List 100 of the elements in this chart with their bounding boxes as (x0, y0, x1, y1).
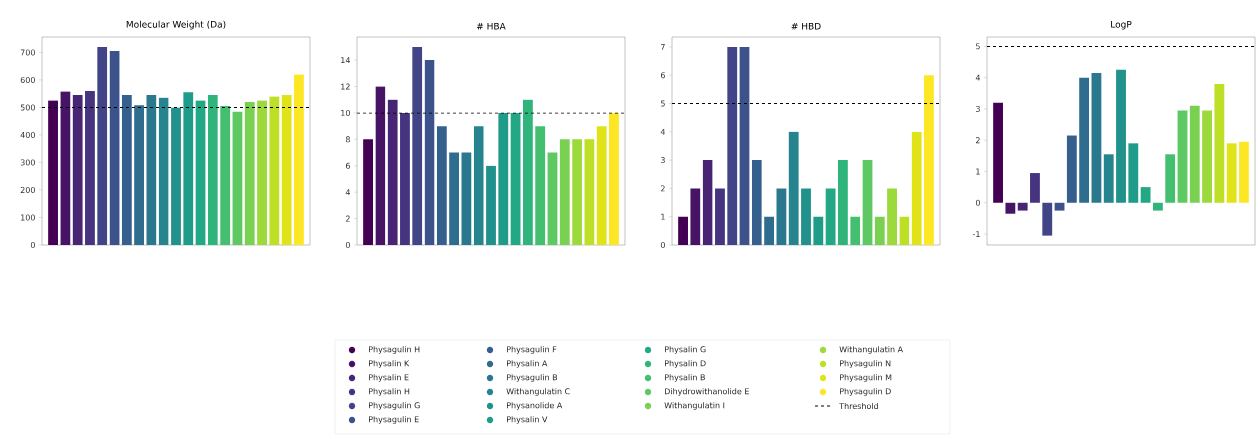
bar (121, 95, 132, 245)
bar (244, 101, 255, 245)
legend-label: Physalin K (368, 360, 410, 368)
chart-title: # HBD (791, 22, 821, 30)
bar (232, 111, 243, 245)
bar (146, 95, 157, 245)
bar (1214, 83, 1225, 203)
y-tick-label: 4 (975, 74, 981, 81)
bar (1017, 202, 1028, 211)
bar (281, 95, 292, 245)
legend-label: Physagulin M (840, 374, 892, 382)
bar (899, 216, 910, 245)
legend-label: Physalin B (664, 374, 705, 382)
bar (751, 160, 762, 245)
bar (1079, 77, 1090, 203)
legend-label: Physalin D (664, 360, 706, 368)
bar (678, 216, 688, 245)
legend-label: Physalin H (368, 388, 410, 396)
bar (60, 91, 71, 245)
legend-label: Physagulin F (506, 346, 557, 354)
bar (85, 90, 95, 245)
legend-label: Physalin A (506, 360, 548, 368)
bar (1128, 143, 1139, 203)
y-tick-label: 0 (345, 241, 350, 249)
bar (801, 188, 811, 245)
bar (727, 46, 738, 245)
bar (993, 102, 1003, 203)
bar (1005, 202, 1016, 214)
bar (1202, 110, 1212, 203)
bar (1152, 202, 1163, 211)
bar (220, 106, 231, 245)
legend-label: Physalin G (664, 346, 706, 354)
bar (887, 188, 897, 245)
y-tick-label: 600 (20, 76, 35, 83)
bar (874, 216, 885, 245)
y-tick-label: 0 (30, 241, 35, 249)
legend-label: Dihydrowithanolide E (664, 388, 749, 396)
bar (1116, 69, 1126, 203)
bar (72, 95, 83, 245)
bar (109, 51, 120, 245)
bar (134, 105, 145, 245)
bar (1030, 173, 1040, 203)
bar (739, 46, 750, 245)
chart-title: # HBA (476, 22, 506, 30)
y-tick-label: 400 (20, 131, 35, 138)
bar (1165, 154, 1176, 203)
bar (825, 188, 836, 245)
bar (257, 100, 267, 245)
bar (1091, 72, 1102, 203)
y-tick-label: 200 (20, 186, 35, 193)
bar (850, 216, 861, 245)
y-tick-label: 8 (345, 136, 350, 143)
legend-label: Physanolide A (506, 402, 563, 410)
y-tick-label: 0 (660, 241, 665, 249)
bar (924, 75, 934, 245)
bar (48, 100, 58, 245)
y-tick-label: 0 (975, 199, 980, 206)
chart-title: LogP (1111, 21, 1132, 30)
bar (813, 216, 824, 245)
bar (1066, 135, 1077, 203)
bar (911, 131, 922, 245)
y-tick-label: 5 (976, 43, 980, 50)
legend-label: Physalin E (368, 374, 409, 382)
y-tick-label: 3 (976, 105, 980, 112)
legend-label: Physagulin H (368, 346, 420, 354)
bar (1054, 202, 1065, 211)
y-tick-label: 12 (341, 83, 350, 90)
y-tick-label: 1 (976, 168, 980, 175)
bar (690, 188, 701, 245)
legend-label: Physagulin G (368, 402, 420, 410)
bar (195, 100, 206, 245)
y-tick-label: 4 (345, 189, 351, 196)
y-tick-label: 10 (341, 109, 350, 116)
y-tick-label: 1 (661, 213, 665, 220)
y-tick-label: 5 (661, 100, 665, 107)
y-tick-label: 100 (21, 214, 35, 221)
bar (715, 188, 725, 245)
bar (702, 160, 713, 245)
bar (1103, 154, 1114, 203)
bar (1177, 110, 1188, 203)
bar (1140, 187, 1151, 203)
bar (862, 160, 873, 245)
y-tick-label: 2 (345, 215, 350, 222)
bar (837, 160, 848, 245)
y-tick-label: 6 (660, 72, 665, 79)
bar (1239, 141, 1249, 203)
legend-label: Physagulin N (840, 360, 891, 368)
legend-label: Withangulatin I (664, 402, 725, 410)
bar (1226, 143, 1237, 203)
y-tick-label: 4 (660, 128, 666, 135)
legend-label: Physagulin D (840, 388, 891, 396)
bar (183, 92, 194, 245)
y-tick-label: 2 (975, 137, 980, 144)
y-tick-label: 3 (661, 157, 665, 164)
bar (776, 188, 787, 245)
y-tick-label: 2 (660, 185, 665, 192)
y-tick-label: -1 (972, 231, 980, 237)
bar (207, 95, 218, 245)
legend-label: Threshold (839, 402, 878, 410)
y-tick-label: 14 (341, 57, 351, 64)
